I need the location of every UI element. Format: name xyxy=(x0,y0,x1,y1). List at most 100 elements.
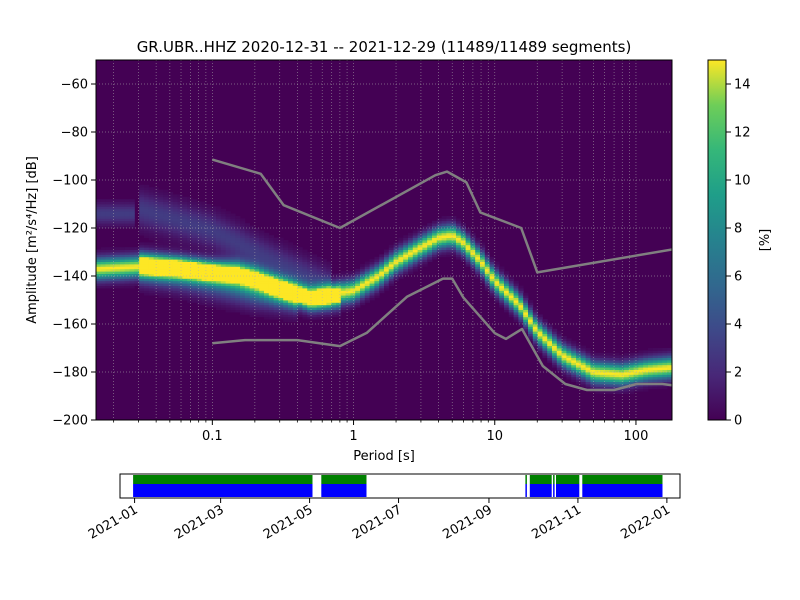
heatmap-cell xyxy=(619,367,625,370)
heatmap-cell xyxy=(384,254,390,258)
heatmap-cell xyxy=(432,235,438,238)
heatmap-cell xyxy=(595,352,601,356)
heatmap-cell xyxy=(307,264,313,267)
heatmap-cell xyxy=(316,297,322,301)
heatmap-cell xyxy=(456,244,462,248)
heatmap-cell xyxy=(283,290,289,294)
heatmap-cell xyxy=(196,280,202,284)
heatmap-cell xyxy=(144,249,150,253)
heatmap-cell xyxy=(484,268,490,272)
heatmap-cell xyxy=(168,192,174,195)
heatmap-cell xyxy=(225,290,231,294)
heatmap-cell xyxy=(235,242,241,246)
heatmap-cell xyxy=(177,249,183,253)
heatmap-cell xyxy=(513,280,519,284)
heatmap-cell xyxy=(364,276,370,279)
heatmap-cell xyxy=(312,302,318,306)
heatmap-cell xyxy=(619,362,625,366)
heatmap-cell xyxy=(96,259,102,262)
heatmap-cell xyxy=(528,309,534,313)
heatmap-cell xyxy=(489,290,495,294)
heatmap-cell xyxy=(139,216,145,219)
heatmap-cell xyxy=(96,283,102,286)
heatmap-cell xyxy=(196,295,202,298)
heatmap-cell xyxy=(264,261,270,265)
heatmap-cell xyxy=(96,218,102,222)
heatmap-cell xyxy=(254,300,260,303)
heatmap-cell xyxy=(441,244,447,248)
heatmap-cell xyxy=(206,292,212,296)
heatmap-cell xyxy=(211,252,217,255)
heatmap-cell xyxy=(412,242,418,246)
heatmap-cell xyxy=(182,211,188,214)
heatmap-cell xyxy=(235,307,241,310)
heatmap-cell xyxy=(158,273,164,277)
heatmap-cell xyxy=(240,283,246,286)
heatmap-cell xyxy=(273,261,279,265)
heatmap-cell xyxy=(249,304,255,308)
heatmap-cell xyxy=(302,256,308,260)
heatmap-cell xyxy=(216,225,222,229)
heatmap-cell xyxy=(307,271,313,274)
heatmap-cell xyxy=(110,208,116,212)
heatmap-cell xyxy=(297,254,303,258)
heatmap-cell xyxy=(422,261,428,265)
heatmap-cell xyxy=(139,199,145,202)
heatmap-cell xyxy=(110,256,116,260)
heatmap-cell xyxy=(628,381,634,385)
heatmap-cell xyxy=(192,216,198,219)
heatmap-cell xyxy=(288,283,294,286)
heatmap-cell xyxy=(278,300,284,303)
date-tick-label: 2021-03 xyxy=(172,502,227,542)
heatmap-cell xyxy=(139,290,145,294)
heatmap-cell xyxy=(115,276,121,279)
heatmap-cell xyxy=(321,314,327,318)
heatmap-cell xyxy=(590,376,596,380)
heatmap-cell xyxy=(115,216,121,219)
heatmap-cell xyxy=(240,220,246,224)
heatmap-cell xyxy=(292,244,298,248)
heatmap-cell xyxy=(412,244,418,248)
heatmap-cell xyxy=(350,290,356,294)
heatmap-cell xyxy=(446,235,452,238)
heatmap-cell xyxy=(220,252,226,255)
heatmap-cell xyxy=(134,266,140,270)
heatmap-cell xyxy=(158,228,164,231)
heatmap-cell xyxy=(124,223,130,226)
heatmap-cell xyxy=(600,381,606,385)
heatmap-cell xyxy=(264,297,270,301)
heatmap-cell xyxy=(297,247,303,250)
heatmap-cell xyxy=(240,247,246,250)
heatmap-cell xyxy=(268,268,274,272)
heatmap-cell xyxy=(192,254,198,258)
heatmap-cell xyxy=(422,237,428,241)
heatmap-cell xyxy=(590,372,596,375)
heatmap-cell xyxy=(292,319,298,322)
heatmap-cell xyxy=(268,271,274,274)
heatmap-cell xyxy=(225,220,231,224)
heatmap-cell xyxy=(480,268,486,272)
heatmap-cell xyxy=(244,292,250,296)
heatmap-cell xyxy=(144,216,150,219)
heatmap-cell xyxy=(211,292,217,296)
heatmap-cell xyxy=(288,316,294,320)
heatmap-cell xyxy=(124,268,130,272)
heatmap-cell xyxy=(196,240,202,243)
heatmap-cell xyxy=(235,232,241,236)
heatmap-cell xyxy=(230,304,236,308)
heatmap-cell xyxy=(643,352,649,356)
heatmap-cell xyxy=(508,304,514,308)
heatmap-cell xyxy=(537,319,543,322)
heatmap-cell xyxy=(480,244,486,248)
heatmap-cell xyxy=(312,280,318,284)
heatmap-cell xyxy=(345,276,351,279)
heatmap-cell xyxy=(638,367,644,370)
heatmap-cell xyxy=(436,249,442,253)
heatmap-cell xyxy=(100,208,106,212)
heatmap-cell xyxy=(249,230,255,234)
heatmap-cell xyxy=(585,374,591,378)
heatmap-cell xyxy=(259,247,265,250)
heatmap-cell xyxy=(182,206,188,210)
heatmap-cell xyxy=(484,249,490,253)
heatmap-cell xyxy=(628,386,634,390)
